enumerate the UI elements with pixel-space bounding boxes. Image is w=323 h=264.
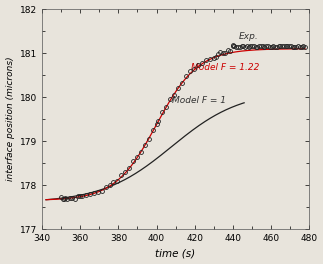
Text: Model F = 1.22: Model F = 1.22 xyxy=(191,63,259,72)
Text: Exp.: Exp. xyxy=(238,32,258,41)
X-axis label: time (s): time (s) xyxy=(155,248,196,258)
Y-axis label: interface position (microns): interface position (microns) xyxy=(5,57,15,181)
Text: Model F = 1: Model F = 1 xyxy=(172,96,226,105)
